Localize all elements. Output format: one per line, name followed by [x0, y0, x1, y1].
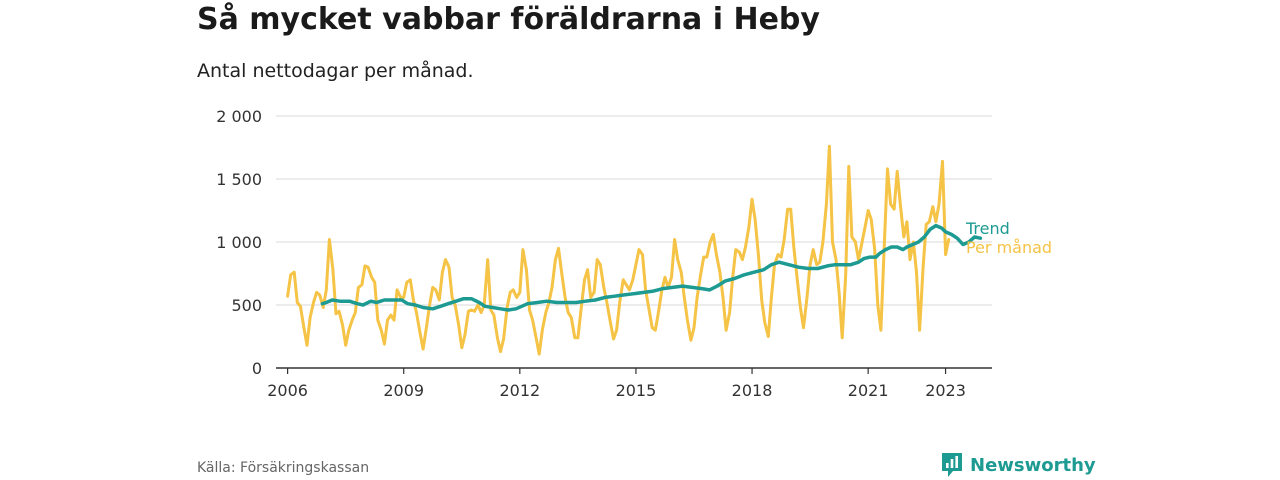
y-tick-label: 0 — [252, 359, 262, 378]
trend-label: Trend — [965, 219, 1010, 238]
x-tick-label: 2012 — [499, 381, 540, 400]
newsworthy-logo-icon — [942, 453, 962, 477]
source-note: Källa: Försäkringskassan — [197, 460, 370, 476]
series-lines — [286, 144, 983, 356]
monthly-label: Per månad — [966, 238, 1052, 257]
y-axis-ticks: 0 500 1 000 1 500 2 000 — [216, 107, 262, 378]
brand-logo[interactable]: Newsworthy — [940, 451, 1096, 479]
x-axis: 2006 2009 2012 2015 2018 2021 2023 — [267, 367, 992, 400]
x-tick-label: 2009 — [383, 381, 424, 400]
chart-title: Så mycket vabbar föräldrarna i Heby — [197, 2, 820, 37]
trend-line — [320, 223, 983, 312]
x-tick-label: 2006 — [267, 381, 308, 400]
chart-subtitle: Antal nettodagar per månad. — [197, 60, 474, 82]
y-tick-label: 2 000 — [216, 107, 262, 126]
x-tick-label: 2021 — [848, 381, 889, 400]
y-tick-label: 500 — [231, 296, 262, 315]
y-tick-label: 1 500 — [216, 170, 262, 189]
x-tick-label: 2018 — [732, 381, 773, 400]
y-tick-label: 1 000 — [216, 233, 262, 252]
x-tick-label: 2023 — [925, 381, 966, 400]
x-tick-label: 2015 — [616, 381, 657, 400]
monthly-line — [286, 144, 951, 356]
brand-name: Newsworthy — [970, 454, 1096, 476]
